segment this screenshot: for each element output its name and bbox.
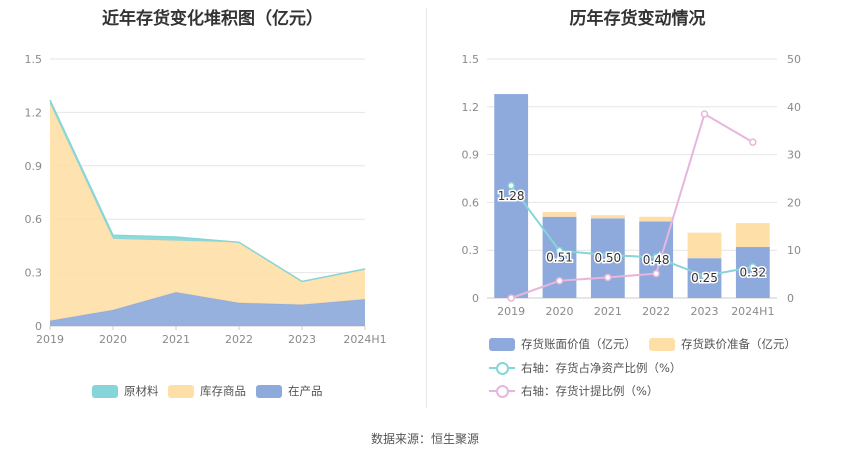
legend-swatch-finished-goods (168, 384, 194, 398)
right-line-point-1 (700, 110, 709, 118)
left-legend-finished-goods[interactable]: 库存商品 (168, 383, 246, 399)
right-legend-inventory-ratio[interactable]: 右轴：存货占净资产比例（%） (489, 360, 681, 376)
left-x-tick-label: 2019 (36, 333, 64, 346)
left-x-tick-label: 2024H1 (343, 333, 386, 346)
right-x-tick-label: 2022 (642, 305, 670, 318)
right-y2-tick-label: 50 (787, 53, 801, 66)
left-y-tick-label: 0.3 (25, 267, 43, 280)
right-bar-1 (639, 216, 674, 222)
right-y-tick-label: 0 (472, 292, 479, 305)
left-x-tick-label: 2023 (288, 333, 316, 346)
left-x-tick-label: 2022 (225, 333, 253, 346)
left-area-0 (50, 292, 365, 326)
right-y2-tick-label: 10 (787, 244, 801, 257)
left-chart-title: 近年存货变化堆积图（亿元） (102, 9, 323, 29)
legend-label-provision-ratio: 右轴：存货计提比例（%） (521, 384, 659, 398)
legend-swatch-impairment (649, 337, 675, 351)
legend-label-finished-goods: 库存商品 (200, 384, 246, 398)
right-line-point-0 (749, 263, 757, 271)
right-line-0 (510, 185, 753, 278)
left-y-tick-label: 1.5 (25, 53, 43, 66)
right-y2-tick-label: 20 (787, 196, 801, 209)
left-legend-raw-material[interactable]: 原材料 (92, 383, 159, 399)
right-y-tick-label: 0.9 (462, 149, 480, 162)
right-line-point-1 (749, 138, 757, 146)
right-x-tick-label: 2023 (691, 305, 719, 318)
legend-swatch-raw-material (92, 384, 118, 398)
right-bar-data-label: 0.51 (546, 250, 573, 264)
right-line-point-0 (652, 253, 660, 262)
right-y-tick-label: 1.2 (462, 101, 480, 114)
right-legend-provision-ratio[interactable]: 右轴：存货计提比例（%） (489, 383, 658, 399)
right-bar-data-label: 1.28 (498, 189, 525, 203)
right-bar-1 (542, 211, 577, 217)
left-area-edge-2 (49, 99, 366, 283)
panel-divider (426, 8, 427, 408)
right-bar-0 (494, 94, 529, 298)
right-bar-1 (687, 232, 722, 259)
right-line-1 (510, 112, 754, 299)
legend-label-inventory-ratio: 右轴：存货占净资产比例（%） (521, 361, 682, 375)
right-x-tick-label: 2024H1 (731, 305, 774, 318)
left-y-tick-label: 0.9 (25, 160, 43, 173)
legend-label-wip: 在产品 (288, 384, 323, 398)
right-line-point-0 (555, 246, 564, 255)
right-legend-book-value[interactable]: 存货账面价值（亿元） (489, 336, 636, 352)
right-x-tick-label: 2019 (497, 305, 525, 318)
right-y2-tick-label: 40 (787, 101, 801, 114)
right-line-point-1 (555, 277, 564, 285)
right-line-point-1 (652, 269, 660, 278)
legend-label-impairment: 存货跌价准备（亿元） (681, 337, 796, 351)
right-x-tick-label: 2020 (546, 305, 574, 318)
right-y-tick-label: 1.5 (462, 53, 480, 66)
left-y-tick-label: 0 (35, 320, 42, 333)
right-y2-tick-label: 30 (787, 149, 801, 162)
right-bar-data-label: 0.32 (739, 266, 766, 280)
right-y2-tick-label: 0 (787, 292, 794, 305)
left-y-tick-label: 0.6 (25, 213, 43, 226)
right-bar-1 (590, 215, 625, 219)
legend-swatch-inventory-ratio (489, 361, 515, 375)
right-line-point-0 (700, 272, 709, 280)
right-line-point-0 (604, 251, 612, 259)
left-x-tick-label: 2021 (162, 333, 190, 346)
legend-label-raw-material: 原材料 (124, 384, 159, 398)
right-bar-data-label: 0.48 (643, 253, 670, 267)
left-x-tick-label: 2020 (99, 333, 127, 346)
left-y-tick-label: 1.2 (25, 106, 43, 119)
right-bar-data-label: 0.25 (691, 271, 718, 285)
right-y-tick-label: 0.3 (462, 244, 480, 257)
left-legend-wip[interactable]: 在产品 (256, 383, 323, 399)
right-legend-impairment[interactable]: 存货跌价准备（亿元） (649, 336, 796, 352)
right-line-point-1 (604, 273, 612, 282)
right-bar-0 (735, 247, 770, 298)
right-bar-data-label: 0.50 (594, 251, 621, 265)
legend-swatch-wip (256, 384, 282, 398)
legend-swatch-book-value (489, 337, 515, 351)
right-bar-1 (735, 223, 770, 248)
left-area-1 (50, 103, 365, 321)
right-chart-title: 历年存货变动情况 (569, 9, 706, 29)
data-source: 数据来源：恒生聚源 (370, 432, 479, 446)
right-y-tick-label: 0.6 (462, 196, 480, 209)
legend-label-book-value: 存货账面价值（亿元） (521, 337, 636, 351)
right-line-point-1 (507, 294, 515, 302)
legend-swatch-provision-ratio (489, 384, 515, 398)
right-x-tick-label: 2021 (594, 305, 622, 318)
right-line-point-0 (507, 181, 515, 190)
